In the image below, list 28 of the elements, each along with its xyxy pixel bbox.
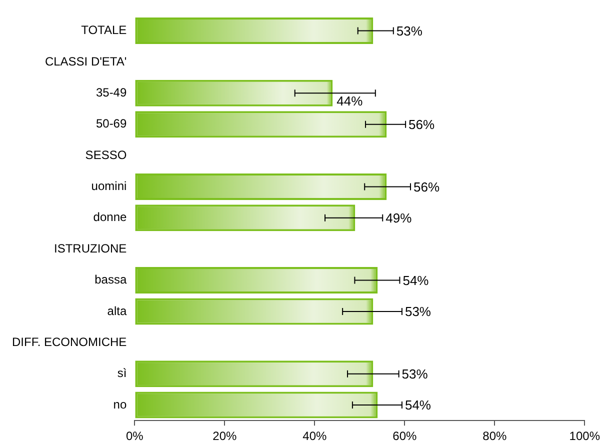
data-label: 54% bbox=[402, 272, 430, 288]
y-tick-label: no bbox=[113, 397, 127, 412]
y-tick-label: uomini bbox=[91, 179, 127, 194]
x-tick-label: 80% bbox=[482, 429, 507, 444]
data-label: 56% bbox=[414, 179, 440, 194]
data-label: 53% bbox=[396, 23, 423, 38]
y-tick-label: donne bbox=[93, 210, 127, 224]
x-tick-label: 100% bbox=[569, 429, 600, 444]
y-tick-label: 35-49 bbox=[96, 85, 127, 100]
y-tick-label: sì bbox=[117, 366, 127, 380]
x-tick-label: 40% bbox=[302, 429, 327, 444]
y-tick-label: 50-69 bbox=[96, 116, 127, 131]
data-label: 44% bbox=[336, 94, 364, 109]
y-tick-label: bassa bbox=[94, 272, 127, 287]
data-label: 54% bbox=[404, 398, 432, 413]
y-tick-label: DIFF. ECONOMICHE bbox=[12, 334, 127, 349]
y-tick-label: alta bbox=[107, 304, 127, 318]
y-tick-label: TOTALE bbox=[81, 23, 127, 38]
y-tick-label: CLASSI D'ETA' bbox=[44, 54, 127, 68]
x-tick-label: 60% bbox=[392, 429, 417, 444]
y-tick-label: ISTRUZIONE bbox=[54, 241, 127, 256]
x-tick-label: 0% bbox=[126, 429, 144, 444]
data-label: 53% bbox=[404, 304, 432, 320]
data-label: 56% bbox=[408, 116, 436, 132]
data-label: 53% bbox=[402, 366, 428, 382]
x-tick-label: 20% bbox=[212, 429, 237, 444]
data-label: 49% bbox=[386, 210, 412, 226]
y-tick-label: SESSO bbox=[85, 148, 127, 162]
